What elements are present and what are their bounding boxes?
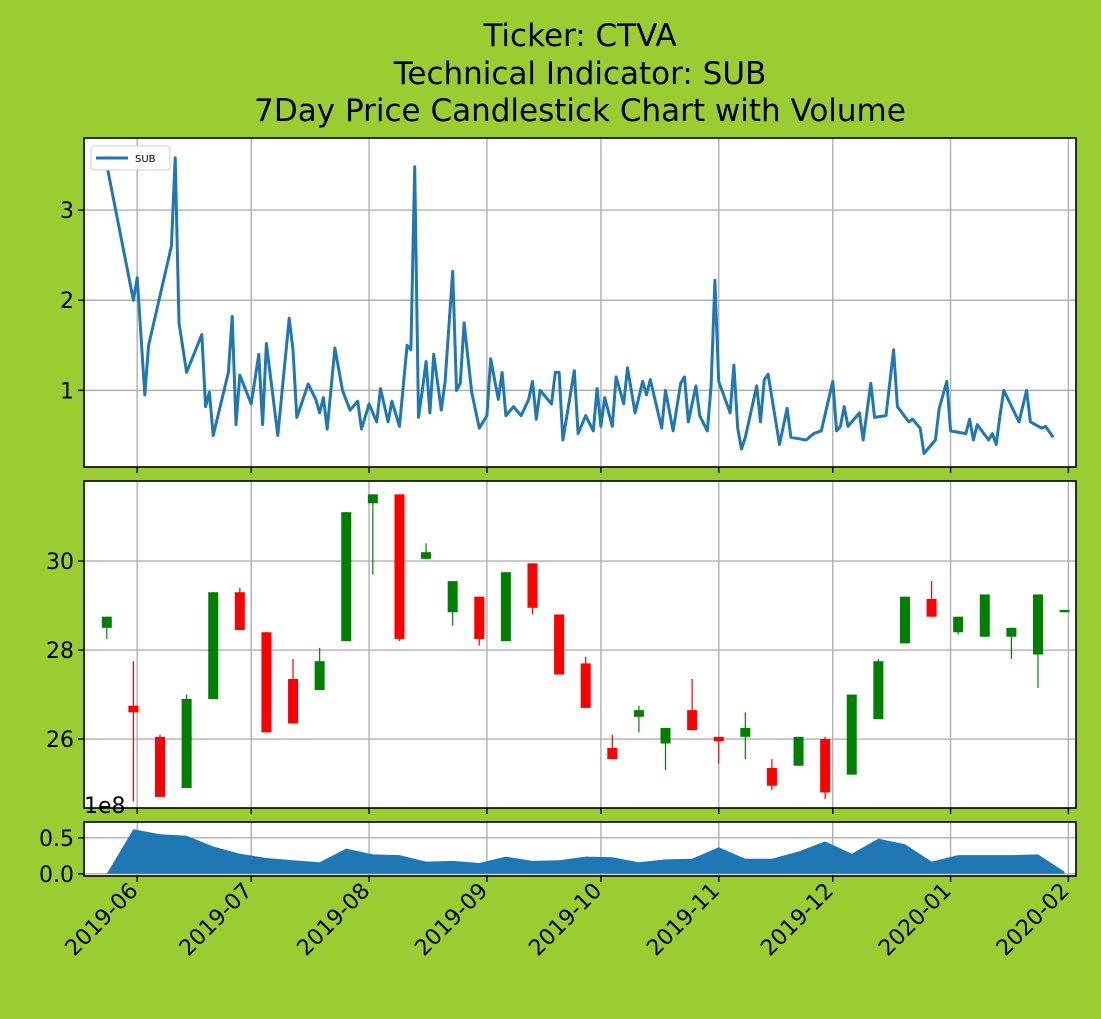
candle-frame xyxy=(83,480,1077,809)
y-tick-label-3: 30 xyxy=(46,550,74,575)
candle-body-6 xyxy=(234,592,245,631)
volume-multiplier-label: 1e8 xyxy=(84,794,126,819)
candle-body-37 xyxy=(1059,610,1070,613)
candle-body-19 xyxy=(580,663,591,708)
candle-body-3 xyxy=(155,736,166,797)
candle-body-11 xyxy=(367,494,378,504)
indicator-panel: 1 2 3 SUB xyxy=(60,137,1077,473)
candle-body-12 xyxy=(394,494,405,639)
candle-y-axis: 26 28 30 xyxy=(46,550,84,753)
candles xyxy=(101,494,1070,802)
candle-body-7 xyxy=(261,632,272,733)
volume-frame xyxy=(83,821,1077,877)
candle-body-13 xyxy=(421,552,432,559)
indicator-grid xyxy=(84,138,1076,467)
chart-title-line-3: 7Day Price Candlestick Chart with Volume xyxy=(254,93,906,129)
y-tick-label-2: 0.5 xyxy=(39,827,74,852)
candle-body-32 xyxy=(926,598,937,617)
candle-body-23 xyxy=(687,710,698,731)
chart-title-line-2: Technical Indicator: SUB xyxy=(393,56,767,92)
candle-body-34 xyxy=(979,594,990,637)
candle-grid xyxy=(84,481,1076,808)
y-tick-label-2: 28 xyxy=(46,639,74,664)
candle-body-22 xyxy=(660,727,671,744)
y-tick-label-1: 0.0 xyxy=(39,863,74,888)
y-tick-label-1: 26 xyxy=(46,728,74,753)
candle-body-2 xyxy=(128,705,139,713)
candle-body-25 xyxy=(740,727,751,737)
candle-body-4 xyxy=(181,699,192,788)
candle-body-29 xyxy=(846,694,857,775)
candle-body-20 xyxy=(607,747,618,760)
sub-series-line xyxy=(105,156,1055,455)
candle-body-33 xyxy=(953,616,964,633)
y-tick-label-3: 3 xyxy=(60,199,74,224)
candle-x-ticks xyxy=(136,808,1070,814)
candle-body-16 xyxy=(500,572,511,642)
candle-body-5 xyxy=(208,592,219,699)
y-tick-label-2: 2 xyxy=(60,289,74,314)
indicator-x-ticks xyxy=(136,467,1070,473)
legend-box xyxy=(90,145,171,171)
legend: SUB xyxy=(90,145,171,171)
candle-body-26 xyxy=(766,767,777,786)
candle-body-9 xyxy=(314,661,325,691)
candle-body-8 xyxy=(288,678,299,724)
candle-body-35 xyxy=(1006,627,1017,637)
candlestick-panel: 26 28 30 xyxy=(46,480,1077,814)
candle-body-21 xyxy=(633,710,644,717)
candle-body-36 xyxy=(1032,594,1043,655)
candle-body-14 xyxy=(447,581,458,613)
candle-body-10 xyxy=(341,512,352,642)
candle-body-27 xyxy=(793,736,804,766)
candle-body-31 xyxy=(899,596,910,644)
legend-label: SUB xyxy=(135,154,156,165)
chart-title-line-1: Ticker: CTVA xyxy=(482,18,676,54)
candle-plot-area xyxy=(84,481,1076,808)
candle-body-1 xyxy=(101,616,112,628)
indicator-y-axis: 1 2 3 xyxy=(60,199,84,404)
candle-body-18 xyxy=(554,614,565,675)
candle-body-15 xyxy=(474,596,485,639)
indicator-plot-area xyxy=(84,138,1076,467)
candle-body-17 xyxy=(527,563,538,608)
candle-body-28 xyxy=(820,739,831,793)
volume-y-axis: 0.00.5 xyxy=(39,827,84,888)
volume-area xyxy=(106,829,1065,874)
y-tick-label-1: 1 xyxy=(60,379,74,404)
candle-body-30 xyxy=(873,661,884,720)
indicator-frame xyxy=(83,137,1077,468)
candle-body-24 xyxy=(713,736,724,742)
